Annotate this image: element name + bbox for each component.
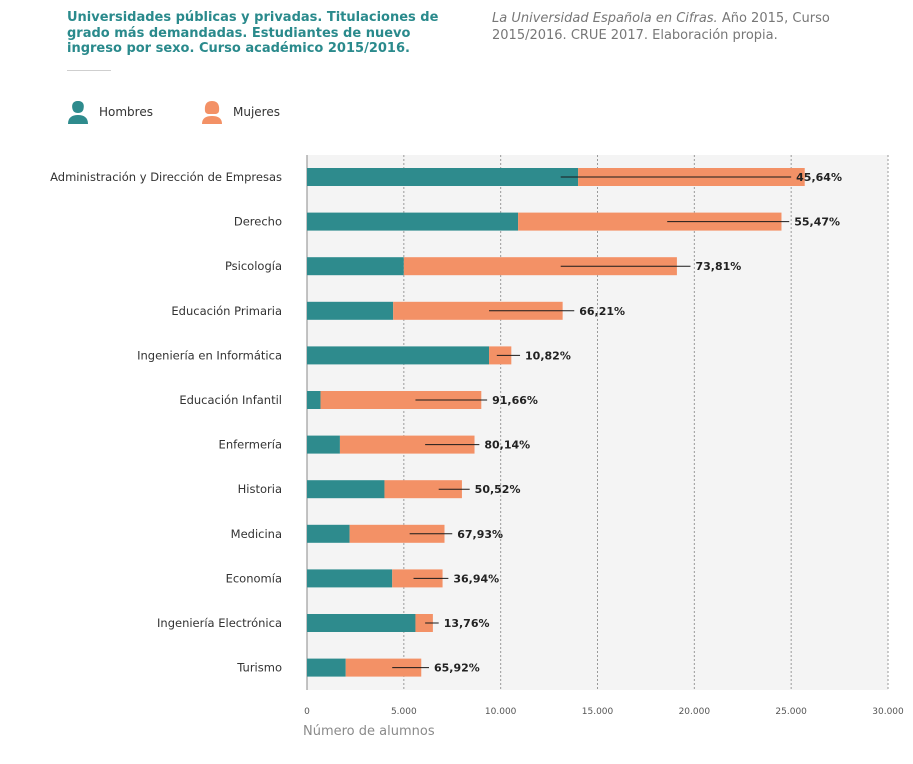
source-italic: La Universidad Española en Cifras. (492, 11, 718, 26)
x-tick-label: 30.000 (872, 707, 904, 717)
pct-mujeres-label: 13,76% (444, 617, 490, 630)
pct-mujeres-label: 66,21% (579, 305, 625, 318)
pct-mujeres-label: 45,64% (796, 171, 842, 184)
pct-mujeres-label: 10,82% (525, 349, 571, 362)
pct-mujeres-label: 50,52% (475, 483, 521, 496)
category-label: Medicina (231, 527, 282, 541)
bar-hombres (307, 346, 490, 365)
bar-hombres (307, 168, 579, 186)
x-tick-label: 5.000 (391, 707, 417, 717)
category-label: Educación Infantil (179, 393, 282, 407)
bar-hombres (307, 480, 385, 499)
bar-mujeres (345, 658, 422, 677)
bar-hombres (307, 212, 519, 231)
pct-mujeres-label: 67,93% (457, 528, 503, 541)
pct-mujeres-label: 73,81% (695, 260, 741, 273)
bar-mujeres (403, 257, 677, 276)
category-label: Historia (238, 482, 282, 496)
x-axis-label: Número de alumnos (303, 724, 435, 739)
pct-mujeres-label: 65,92% (434, 662, 480, 675)
category-label: Enfermería (219, 438, 282, 452)
category-label: Economía (226, 571, 282, 585)
x-tick-label: 25.000 (775, 707, 807, 717)
pct-mujeres-label: 36,94% (453, 572, 499, 585)
bar-mujeres (384, 480, 462, 499)
pct-mujeres-label: 80,14% (484, 439, 530, 452)
category-label: Administración y Dirección de Empresas (50, 170, 282, 184)
legend-label-hombres: Hombres (99, 105, 153, 119)
x-tick-label: 20.000 (679, 707, 711, 717)
bar-hombres (307, 658, 346, 677)
x-tick-label: 15.000 (582, 707, 614, 717)
bar-hombres (307, 257, 404, 276)
category-label: Derecho (234, 215, 282, 229)
bar-mujeres (393, 301, 563, 320)
category-label: Educación Primaria (171, 304, 282, 318)
bar-mujeres (349, 524, 445, 543)
bar-hombres (307, 435, 340, 454)
chart-title: Universidades públicas y privadas. Titul… (67, 10, 439, 56)
x-tick-label: 10.000 (485, 707, 517, 717)
category-label: Turismo (236, 661, 282, 675)
title-divider (67, 70, 111, 71)
category-label: Psicología (225, 259, 282, 273)
bar-mujeres (320, 391, 482, 409)
category-label: Ingeniería en Informática (137, 348, 282, 362)
legend-label-mujeres: Mujeres (233, 105, 280, 119)
legend-hombres: Hombres (67, 98, 153, 126)
source-text: Año 2015, Curso 2015/2016. CRUE 2017. El… (492, 11, 830, 43)
pct-mujeres-label: 91,66% (492, 394, 538, 407)
source-note: La Universidad Española en Cifras. Año 2… (492, 10, 902, 44)
bar-hombres (307, 301, 394, 320)
bar-hombres (307, 569, 393, 588)
man-icon (68, 101, 88, 124)
bar-mujeres (339, 435, 475, 454)
woman-icon (202, 101, 222, 124)
bar-hombres (307, 391, 321, 409)
x-tick-label: 0 (304, 707, 310, 717)
bar-mujeres (415, 614, 433, 632)
category-label: Ingeniería Electrónica (157, 616, 282, 630)
bar-hombres (307, 614, 416, 632)
bar-mujeres (518, 212, 782, 231)
pct-mujeres-label: 55,47% (794, 216, 840, 229)
bar-hombres (307, 524, 350, 543)
legend-mujeres: Mujeres (201, 98, 280, 126)
